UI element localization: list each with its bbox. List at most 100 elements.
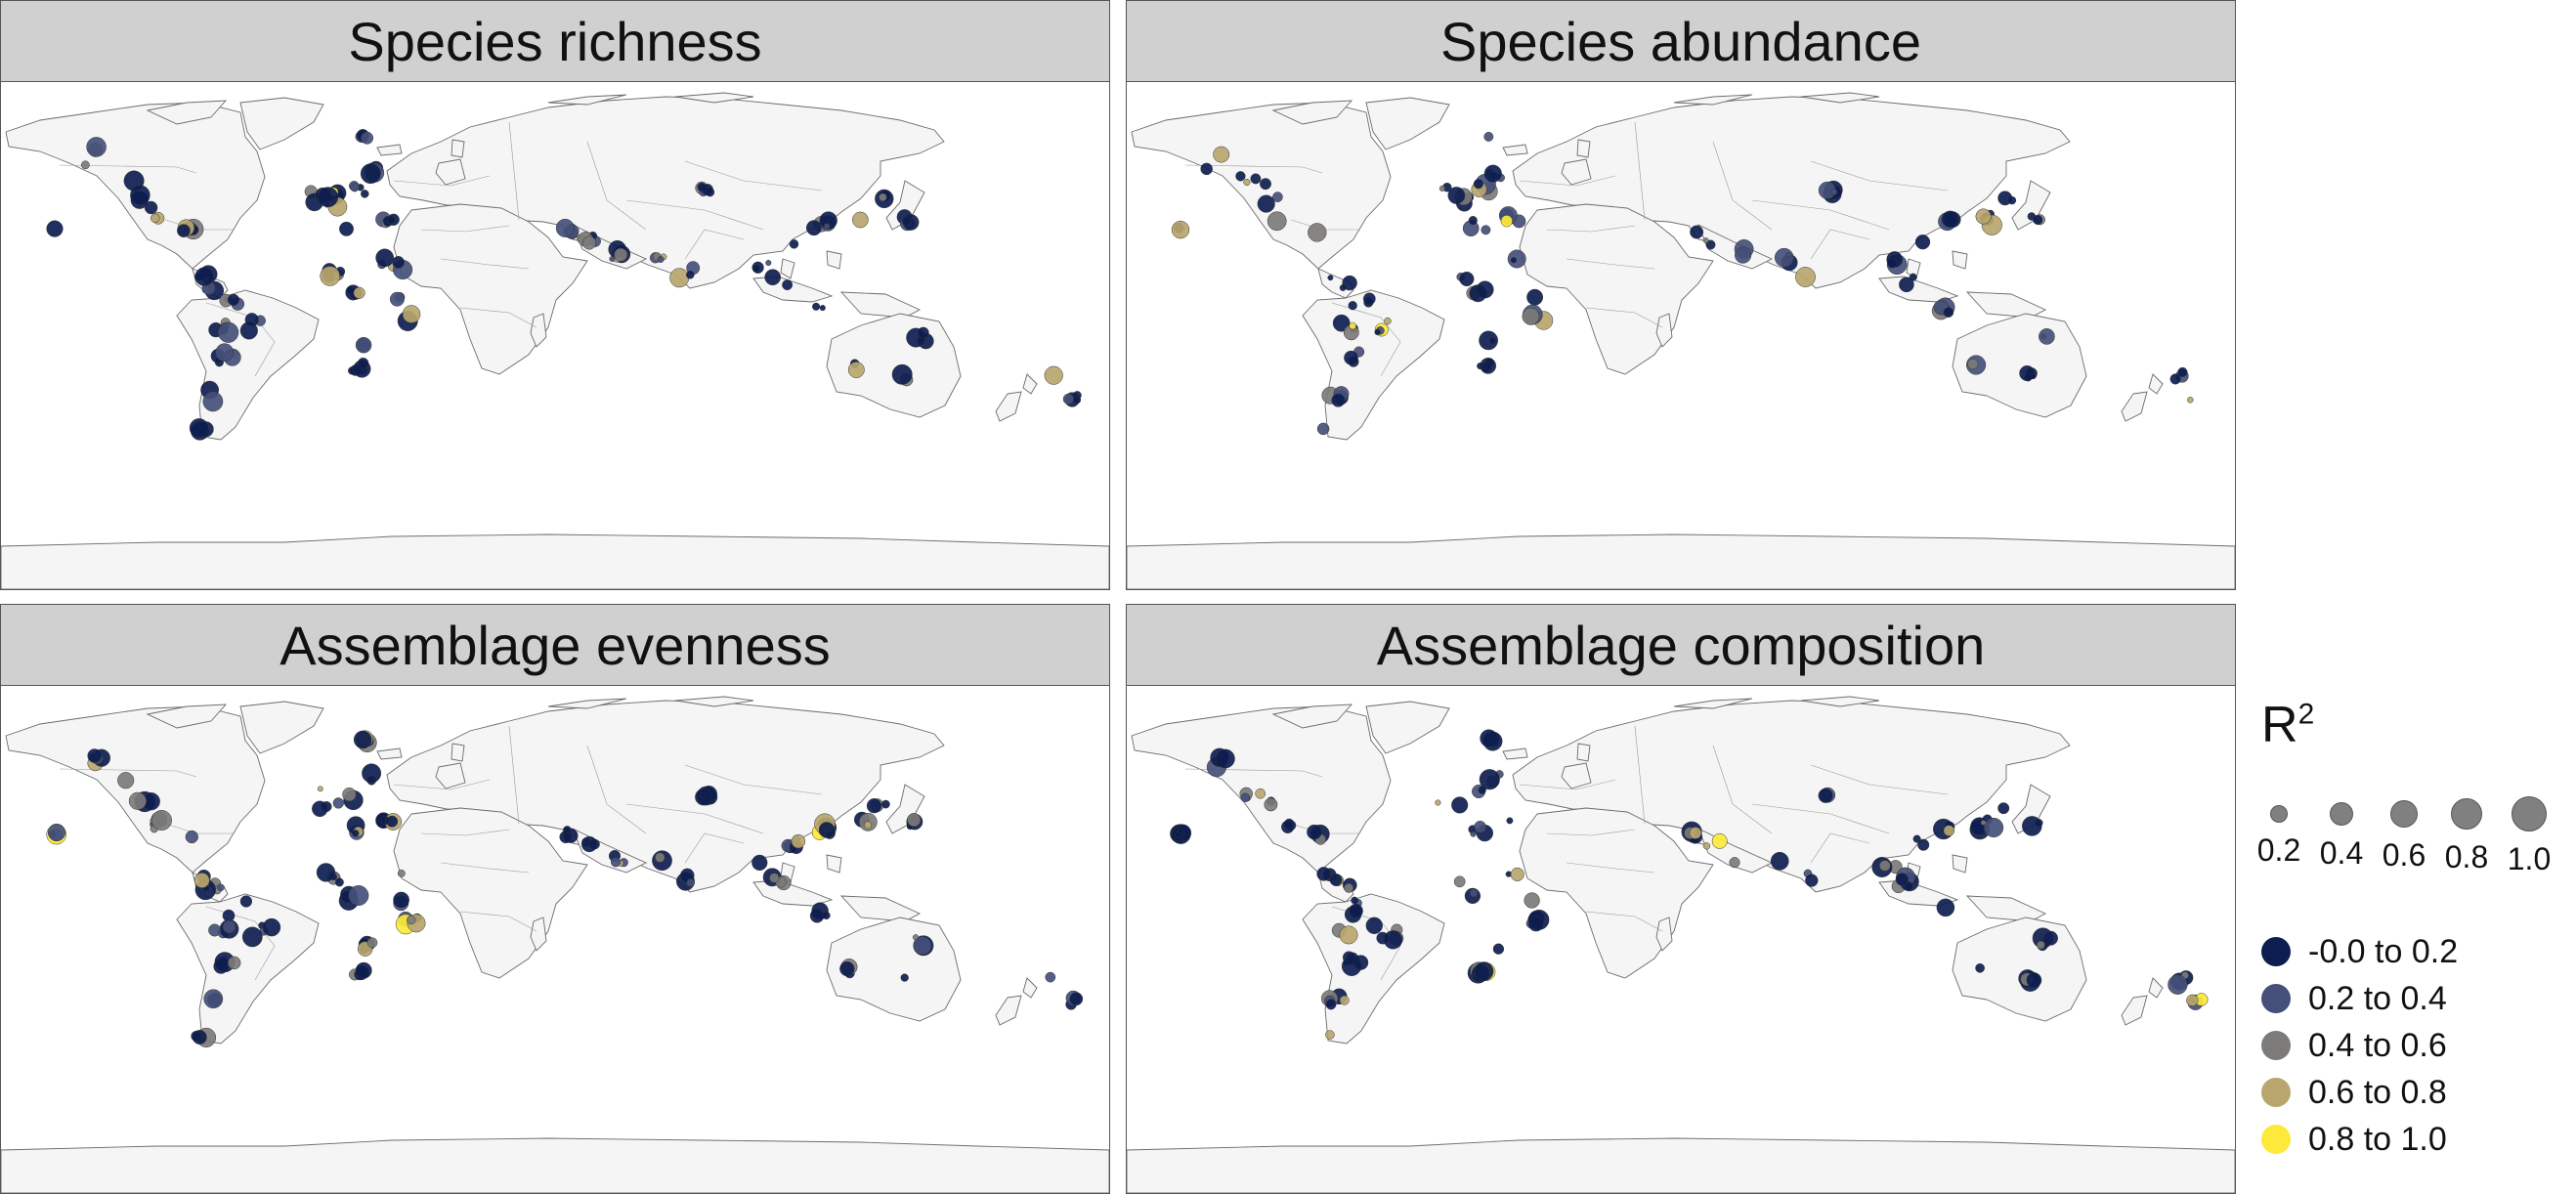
- site-point: [332, 797, 344, 809]
- site-point: [1447, 187, 1466, 204]
- site-point: [1984, 817, 2004, 838]
- color-legend: -0.0 to 0.2 0.2 to 0.4 0.4 to 0.6 0.6 to…: [2261, 928, 2458, 1163]
- country-border: [1331, 302, 1401, 377]
- landmass: [146, 100, 228, 125]
- site-point: [2026, 972, 2042, 988]
- color-swatch: [2261, 1031, 2291, 1060]
- country-border: [508, 725, 520, 825]
- site-point: [361, 190, 369, 198]
- site-point: [1352, 955, 1369, 970]
- site-point: [1339, 284, 1347, 291]
- site-point: [1702, 842, 1711, 850]
- site-point: [1729, 857, 1740, 869]
- site-point: [1507, 249, 1526, 269]
- site-point: [193, 873, 210, 888]
- site-point: [144, 200, 158, 215]
- site-point: [1351, 896, 1358, 905]
- site-point: [2030, 373, 2037, 379]
- landmass: [2148, 977, 2164, 999]
- site-point: [823, 223, 831, 230]
- landmass: [885, 784, 925, 834]
- site-point: [1435, 799, 1441, 806]
- landmass: [547, 94, 627, 106]
- site-point: [1045, 971, 1056, 983]
- site-point: [1483, 164, 1502, 183]
- country-border: [1184, 164, 1323, 174]
- site-point: [847, 362, 865, 378]
- site-point: [194, 267, 214, 286]
- site-point: [1887, 258, 1898, 269]
- site-point: [917, 326, 929, 339]
- landmass: [530, 313, 547, 348]
- landmass: [376, 144, 403, 156]
- site-point: [2039, 328, 2055, 345]
- country-border: [586, 745, 647, 834]
- site-point: [818, 822, 836, 838]
- site-point: [217, 883, 225, 892]
- site-point: [686, 271, 695, 279]
- site-point: [1474, 961, 1494, 981]
- panel-assemblage-composition: Assemblage composition: [1126, 604, 2236, 1194]
- landmass: [1576, 139, 1591, 158]
- site-point: [1316, 422, 1330, 436]
- site-point: [1702, 237, 1709, 244]
- site-point: [1325, 1030, 1335, 1040]
- site-point: [1480, 729, 1498, 747]
- site-point: [1383, 930, 1403, 950]
- landmass: [1127, 533, 2235, 589]
- site-point: [1384, 317, 1392, 325]
- site-point: [864, 821, 873, 830]
- site-point: [819, 305, 826, 312]
- site-point: [764, 269, 782, 286]
- site-point: [789, 239, 799, 249]
- panel-title: Species richness: [1, 1, 1109, 82]
- site-point: [1879, 860, 1891, 872]
- site-point: [610, 857, 622, 868]
- color-legend-item: 0.4 to 0.6: [2261, 1022, 2458, 1069]
- color-legend-item: 0.2 to 0.4: [2261, 975, 2458, 1022]
- landmass: [1302, 289, 1445, 441]
- site-point: [1483, 131, 1494, 142]
- landmass: [1965, 895, 2047, 922]
- site-point: [900, 973, 909, 982]
- landmass: [1, 1137, 1109, 1193]
- landmass: [1673, 94, 1753, 106]
- site-point: [1975, 208, 1992, 225]
- site-point: [686, 878, 695, 887]
- site-point: [1936, 898, 1955, 917]
- site-point: [1257, 194, 1275, 213]
- site-point: [375, 248, 395, 268]
- site-point: [1344, 350, 1358, 365]
- site-point: [2169, 373, 2181, 385]
- landmass: [1271, 100, 1353, 125]
- site-point: [1438, 185, 1445, 192]
- country-border: [1634, 121, 1646, 221]
- site-point: [1325, 999, 1337, 1010]
- site-point: [130, 185, 150, 205]
- site-point: [1784, 251, 1791, 258]
- landmass: [435, 762, 466, 789]
- site-point: [782, 279, 794, 291]
- site-point: [1510, 867, 1524, 881]
- site-point: [1481, 362, 1492, 373]
- landmass: [752, 879, 834, 907]
- site-point: [2187, 397, 2194, 404]
- size-legend-item: 0.2: [2248, 789, 2310, 869]
- landmass: [1800, 92, 1880, 104]
- site-point: [1909, 273, 1917, 281]
- country-border: [393, 175, 491, 187]
- country-border: [1585, 307, 1663, 328]
- site-point: [2168, 974, 2188, 995]
- landmass: [451, 743, 465, 762]
- site-point: [1255, 788, 1267, 799]
- landmass: [2011, 180, 2051, 231]
- site-point: [1327, 275, 1334, 281]
- panel-assemblage-evenness: Assemblage evenness: [0, 604, 1110, 1194]
- country-border: [1751, 803, 1890, 834]
- site-point: [2186, 994, 2199, 1006]
- site-point: [1500, 215, 1513, 228]
- site-point: [563, 826, 571, 833]
- landmass: [176, 289, 320, 441]
- landmass: [674, 696, 754, 707]
- site-point: [227, 956, 241, 970]
